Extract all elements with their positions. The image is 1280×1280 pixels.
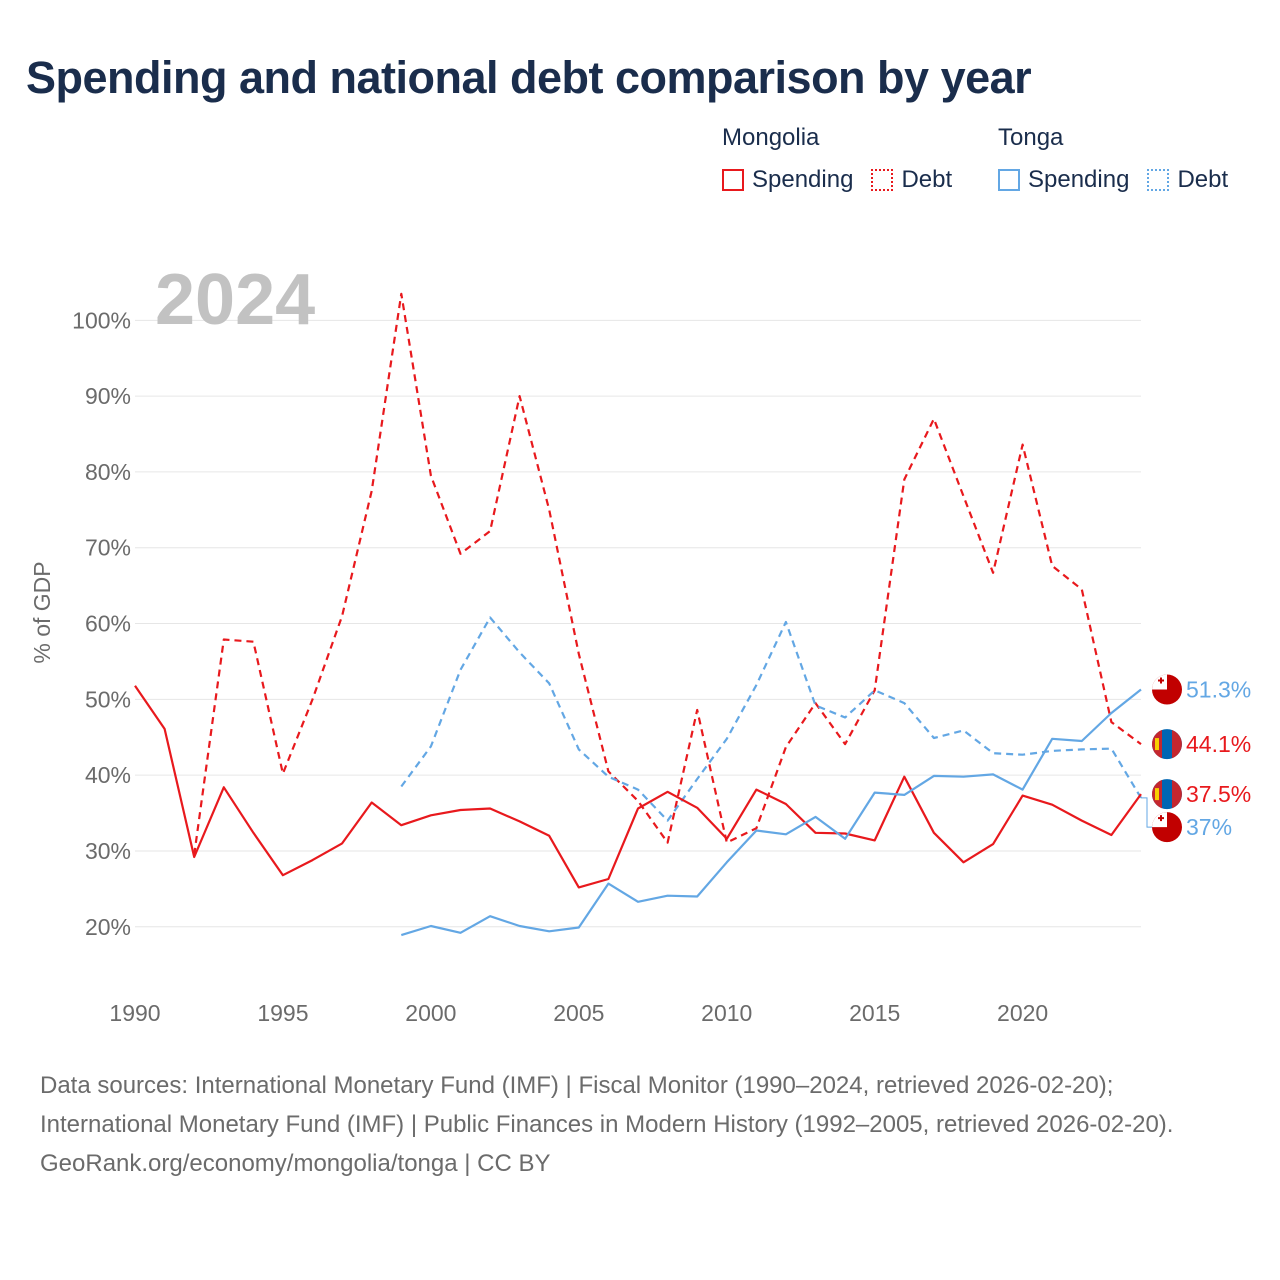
page-title: Spending and national debt comparison by…: [26, 52, 1032, 103]
x-tick-label: 2020: [997, 1000, 1048, 1026]
x-tick-label: 1990: [109, 1000, 160, 1026]
year-watermark: 2024: [155, 260, 315, 340]
x-tick-label: 1995: [257, 1000, 308, 1026]
y-tick-label: 70%: [85, 535, 131, 561]
tonga-flag-canton: [1152, 674, 1167, 690]
legend-label: Spending: [1028, 166, 1130, 193]
tonga-cross-v: [1160, 815, 1162, 822]
y-axis-title: % of GDP: [29, 561, 55, 663]
legend-label: Spending: [752, 166, 854, 193]
y-tick-label: 20%: [85, 914, 131, 940]
series-line-mongolia-spending: [134, 685, 1142, 889]
y-tick-label: 50%: [85, 686, 131, 712]
y-tick-label: 60%: [85, 611, 131, 637]
series-line-tonga-debt: [400, 616, 1142, 822]
legend-group-mongolia: Mongolia Spending Debt: [722, 124, 970, 194]
x-tick-label: 2000: [405, 1000, 456, 1026]
x-tick-label: 2010: [701, 1000, 752, 1026]
end-value-label: 51.3%: [1186, 677, 1251, 703]
end-value-label: 37.5%: [1186, 781, 1251, 807]
legend-country-name: Mongolia: [722, 124, 820, 151]
y-tick-label: 40%: [85, 762, 131, 788]
soyombo-symbol: [1155, 788, 1159, 801]
mongolia-flag-right-band: [1172, 729, 1182, 759]
y-tick-label: 100%: [72, 307, 131, 333]
dotted-line-swatch-icon: [1147, 169, 1170, 191]
series-line-mongolia-debt: [193, 292, 1142, 855]
solid-line-swatch-icon: [722, 169, 744, 191]
legend-label: Debt: [1177, 166, 1229, 193]
dotted-line-swatch-icon: [871, 169, 894, 191]
solid-line-swatch-icon: [998, 169, 1020, 191]
credit-text: GeoRank.org/economy/mongolia/tonga | CC …: [40, 1150, 551, 1177]
mongolia-flag-right-band: [1172, 780, 1182, 809]
legend-item-mongolia-spending[interactable]: Spending: [722, 166, 853, 194]
y-tick-label: 90%: [85, 383, 131, 409]
legend-item-tonga-spending[interactable]: Spending: [998, 166, 1129, 194]
legend-country-name: Tonga: [998, 124, 1064, 151]
series-line-tonga-spending: [400, 688, 1142, 937]
y-tick-label: 30%: [85, 838, 131, 864]
legend-group-tonga: Tonga Spending Debt: [998, 124, 1228, 194]
tonga-flag-canton: [1152, 812, 1167, 828]
end-value-label: 37%: [1186, 814, 1232, 840]
label-connector: [1141, 797, 1152, 828]
tonga-cross-v: [1160, 677, 1162, 684]
legend-label: Debt: [901, 166, 953, 193]
x-tick-label: 2005: [553, 1000, 604, 1026]
legend-item-tonga-debt[interactable]: Debt: [1147, 166, 1228, 194]
footer: Data sources: International Monetary Fun…: [40, 1066, 1240, 1183]
data-sources-text: Data sources: International Monetary Fun…: [40, 1072, 1174, 1138]
y-tick-label: 80%: [85, 459, 131, 485]
end-value-label: 44.1%: [1186, 731, 1251, 757]
legend-item-mongolia-debt[interactable]: Debt: [871, 166, 952, 194]
x-tick-label: 2015: [849, 1000, 900, 1026]
soyombo-symbol: [1155, 738, 1159, 751]
line-chart: 20% 30% 40% 50% 60% 70% 80% 90% 100% 1990 1995 2000…: [29, 260, 1251, 1026]
